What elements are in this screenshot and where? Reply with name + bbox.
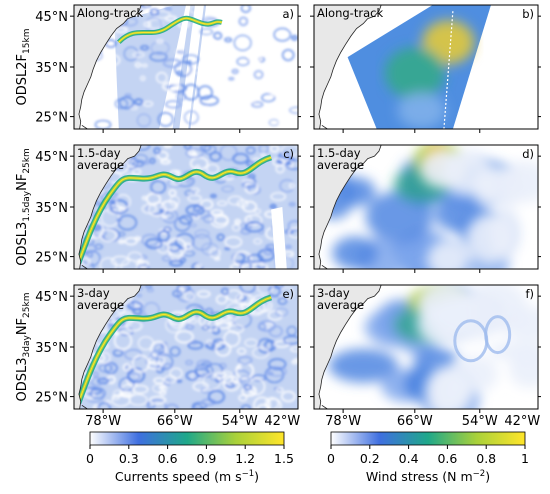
lat-tick-label: 45°N [35, 150, 68, 165]
panel-label-line: average [77, 158, 124, 172]
panel-letter-a: a) [282, 7, 294, 21]
panel-label-line: Along-track [77, 6, 143, 20]
panel-label-line: 3-day [317, 286, 350, 300]
colorbar-tick-label: 1.5 [274, 451, 294, 466]
row-label-3: ODSL33dayNF25km [15, 293, 32, 402]
lon-tick-label: 78°W [325, 414, 361, 429]
panel-label-line: Along-track [317, 6, 383, 20]
coastline-f [318, 285, 382, 409]
wind-colorbar-label: Wind stress (N m−2) [366, 469, 490, 484]
currents-colorbar-bar [89, 431, 285, 446]
panel-letter-c: c) [283, 147, 294, 161]
lat-tick-label: 25°N [35, 251, 68, 266]
panel-b: Along-track b) [310, 4, 541, 133]
colorbar-tick-label: 0.8 [476, 451, 496, 466]
panel-label-line: average [317, 158, 364, 172]
wind-colorbar: 0 0.2 0.4 0.6 0.8 1 Wind stress (N m−2) [327, 431, 529, 484]
panel-a: Along-track a) [70, 4, 301, 133]
currents-field-a [87, 5, 298, 129]
wind-colorbar-bar [330, 431, 526, 446]
coastline-d [318, 145, 382, 269]
land-e [74, 285, 142, 409]
wind-field-d [314, 145, 538, 269]
land-d [314, 145, 382, 269]
land-a [74, 5, 142, 129]
lat-tick-label: 35°N [35, 341, 68, 356]
colorbar-tick-label: 0.6 [437, 451, 457, 466]
longitude-ticks: 78°W 66°W 54°W 42°W 78°W 66°W 54°W 42°W [85, 414, 540, 429]
latitude-ticks: 45°N 35°N 25°N 45°N 35°N 25°N 45°N 35°N 25°N [35, 10, 68, 405]
wind-field-b [347, 5, 491, 129]
coastline-c [78, 145, 142, 269]
colorbar-tick-label: 0.4 [399, 451, 419, 466]
lon-tick-label: 54°W [462, 414, 498, 429]
currents-colorbar: 0 0.3 0.6 0.9 1.2 1.5 Currents speed (m s−1) [86, 431, 294, 484]
lat-tick-label: 35°N [35, 61, 68, 76]
panel-label-a: Along-track [77, 6, 143, 20]
land-c [74, 145, 142, 269]
panel-label-line: average [317, 298, 364, 312]
lon-tick-label: 78°W [85, 414, 121, 429]
wind-colorbar-ticks: 0 0.2 0.4 0.6 0.8 1 [327, 445, 529, 466]
panel-label-line: average [77, 298, 124, 312]
coastline-e [78, 285, 142, 409]
panel-letter-e: e) [282, 287, 294, 301]
lon-tick-label: 42°W [264, 414, 300, 429]
row-label-1: ODSL2F15km [15, 29, 32, 106]
colorbar-tick-label: 0 [86, 451, 94, 466]
lon-tick-label: 66°W [397, 414, 433, 429]
lat-tick-label: 45°N [35, 10, 68, 25]
currents-colorbar-ticks: 0 0.3 0.6 0.9 1.2 1.5 [86, 445, 294, 466]
colorbar-tick-label: 0.3 [119, 451, 139, 466]
currents-colorbar-label: Currents speed (m s−1) [115, 469, 259, 484]
colorbar-tick-label: 0.9 [196, 451, 216, 466]
colorbar-tick-label: 0.2 [360, 451, 380, 466]
colorbar-tick-label: 0.6 [158, 451, 178, 466]
land-f [314, 285, 382, 409]
panel-label-line: 1.5-day [77, 146, 121, 160]
lat-tick-label: 25°N [35, 111, 68, 126]
colorbar-tick-label: 1 [521, 451, 529, 466]
wind-field-f [328, 285, 538, 409]
panel-letter-d: d) [522, 147, 534, 161]
land-b [314, 5, 382, 129]
lon-tick-label: 66°W [157, 414, 193, 429]
panel-letter-b: b) [522, 7, 534, 21]
lon-tick-label: 54°W [222, 414, 258, 429]
lon-tick-label: 42°W [504, 414, 540, 429]
map-panels: Along-track a) Along-track b)1.5-dayaverage… [70, 4, 541, 413]
panel-label-line: 1.5-day [317, 146, 361, 160]
panel-label-line: 3-day [77, 286, 110, 300]
colorbar-tick-label: 0 [327, 451, 335, 466]
currents-field-c [75, 145, 298, 269]
panel-letter-f: f) [525, 287, 534, 301]
coastline-a [78, 5, 142, 129]
colorbar-tick-label: 1.2 [235, 451, 255, 466]
lat-tick-label: 25°N [35, 391, 68, 406]
row-label-2: ODSL31.5dayNF25km [15, 148, 32, 266]
panel-label-b: Along-track [317, 6, 383, 20]
lat-tick-label: 45°N [35, 290, 68, 305]
coastline-b [318, 5, 382, 129]
lat-tick-label: 35°N [35, 201, 68, 216]
